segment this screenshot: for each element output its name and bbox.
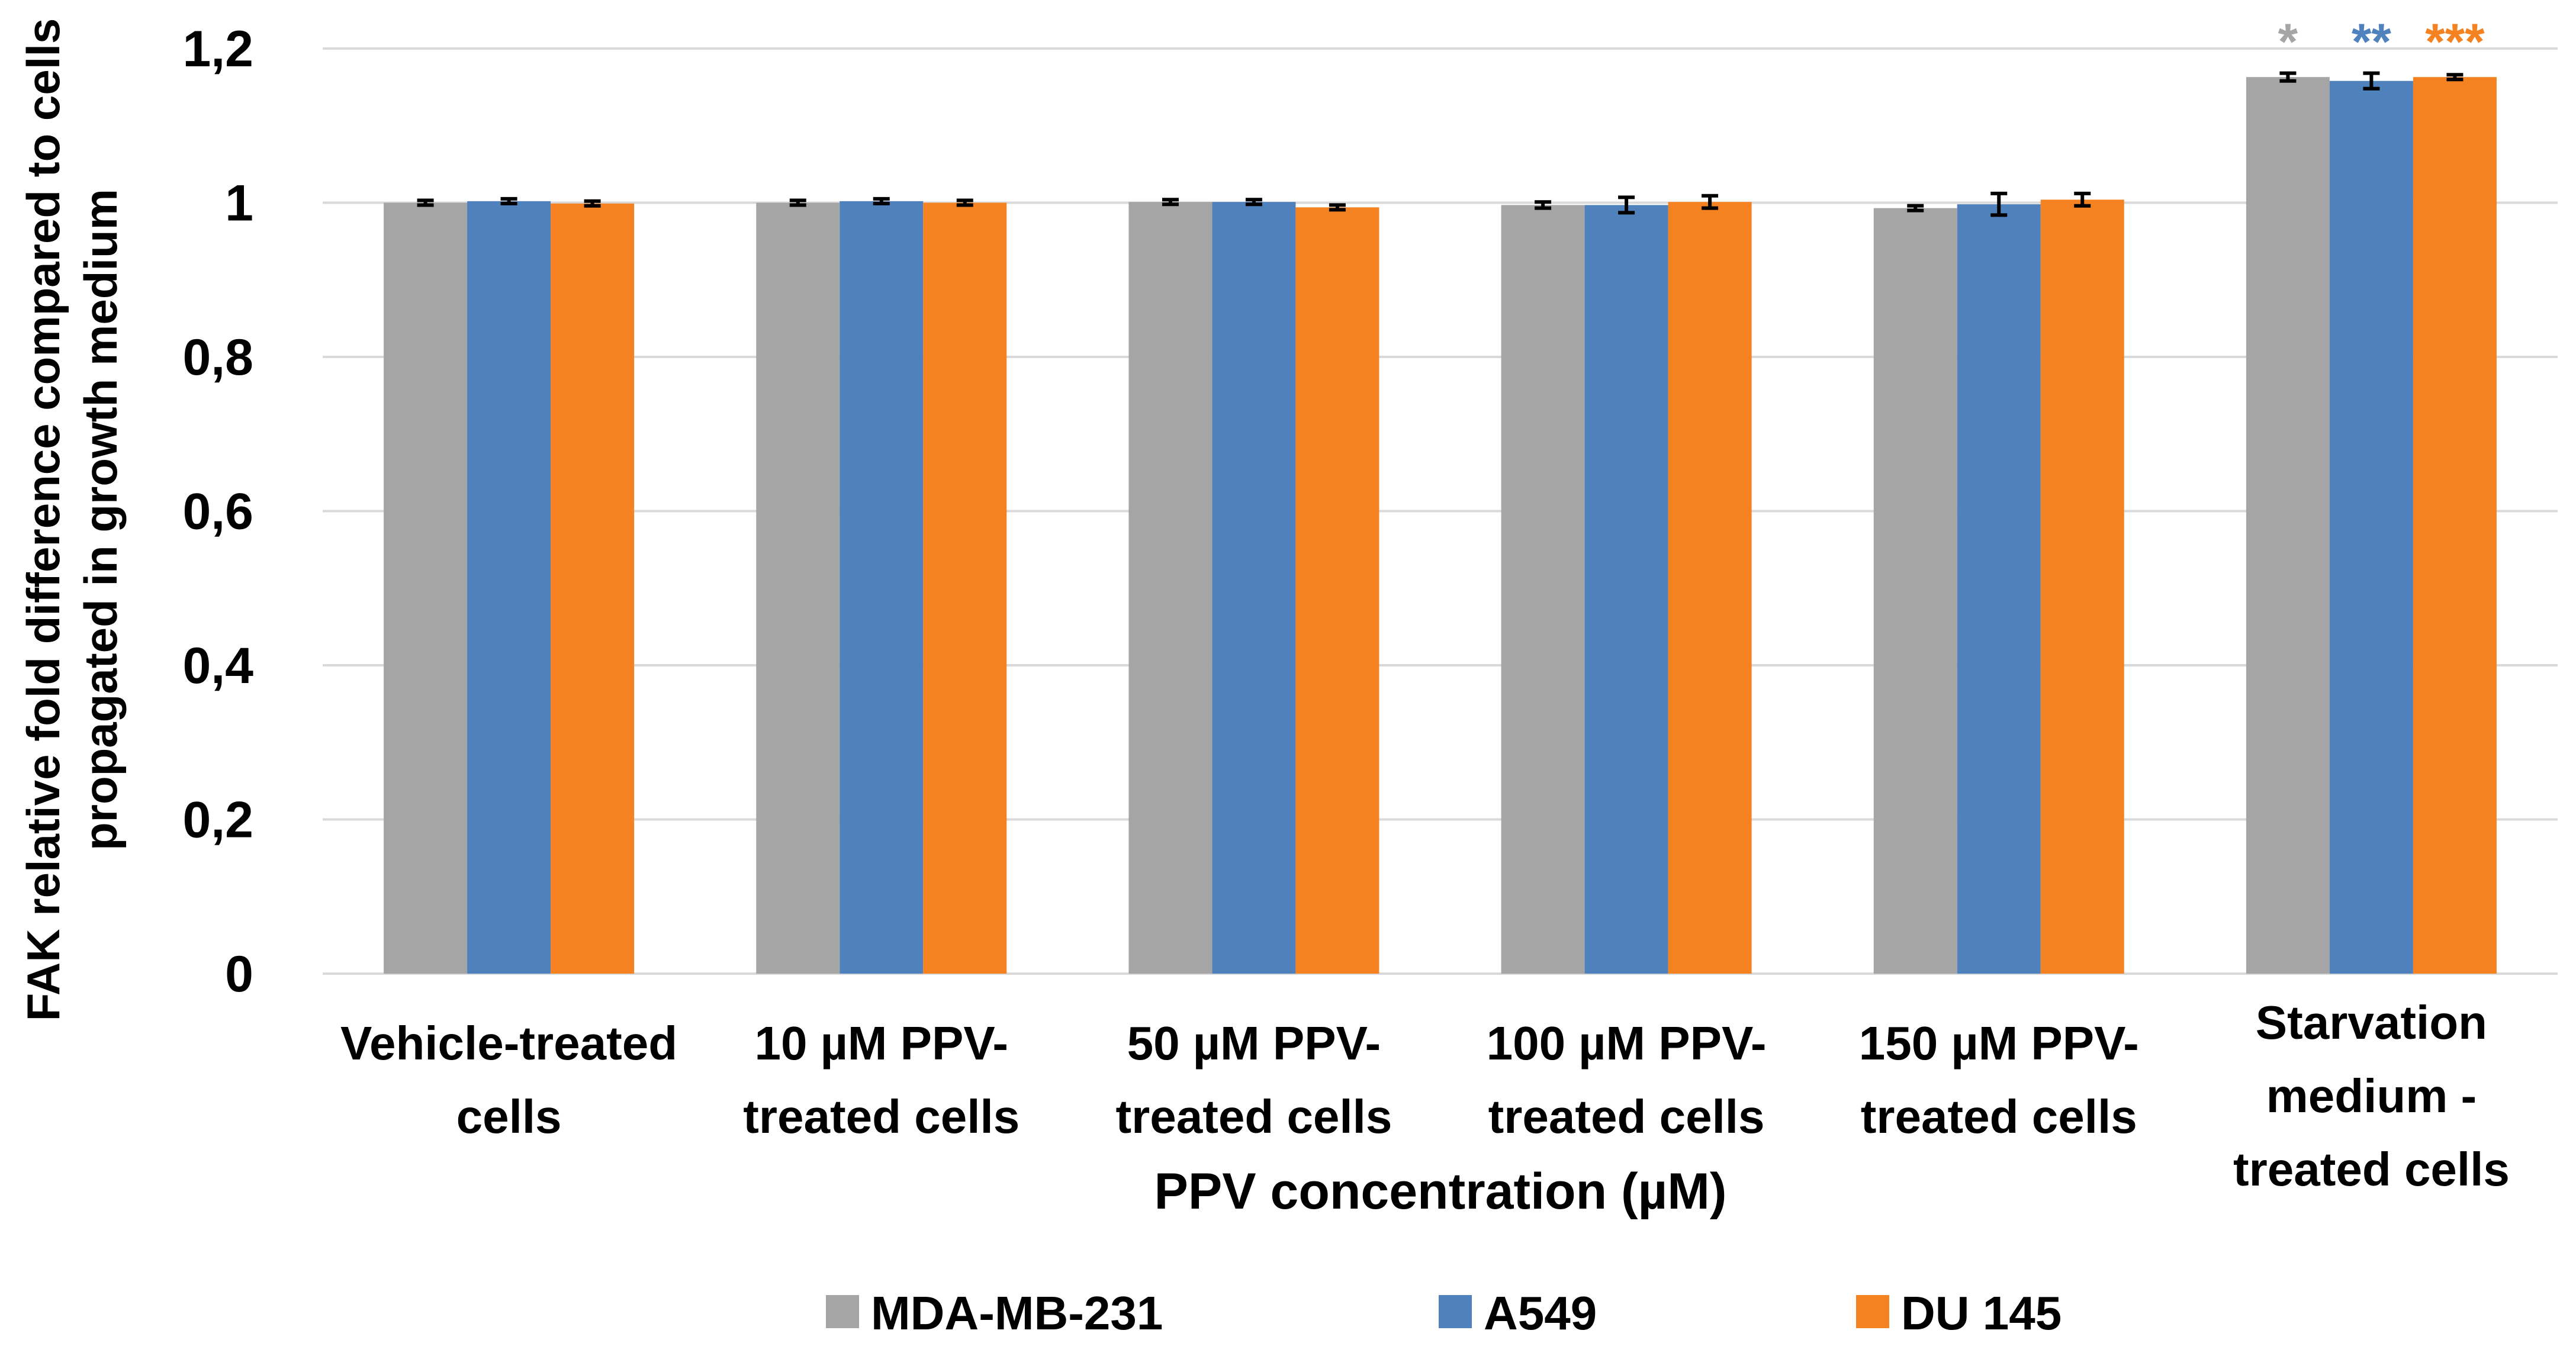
bar-a549 xyxy=(467,201,551,974)
y-tick-label: 0 xyxy=(225,946,253,1003)
error-bar xyxy=(789,198,806,207)
significance-marker: * xyxy=(2278,14,2298,70)
legend-item: MDA-MB-231 xyxy=(826,1287,1163,1339)
bar-du-145 xyxy=(1668,202,1752,974)
significance-marker: *** xyxy=(2425,14,2485,70)
error-bar xyxy=(2279,71,2297,83)
bar-du-145 xyxy=(923,202,1007,974)
bar-du-145 xyxy=(1295,207,1379,974)
bar-mda-mb-231 xyxy=(1873,208,1957,974)
x-category-labels: Vehicle-treated cells 10 µM PPV-treated ce… xyxy=(340,996,2510,1196)
error-bar xyxy=(1535,200,1552,210)
error-bar xyxy=(584,199,601,208)
bar-du-145 xyxy=(551,203,635,974)
bar-mda-mb-231 xyxy=(1501,205,1585,974)
y-tick-label: 0,2 xyxy=(182,792,253,849)
legend-label: DU 145 xyxy=(1901,1287,2062,1339)
bar-mda-mb-231 xyxy=(1128,202,1213,974)
bar-a549 xyxy=(2329,80,2413,974)
error-bar xyxy=(1907,204,1924,212)
y-tick-label: 1 xyxy=(225,175,253,232)
bar-du-145 xyxy=(2040,199,2124,974)
error-bar xyxy=(1990,191,2008,217)
error-bar xyxy=(2074,191,2091,208)
error-bar xyxy=(956,198,973,207)
y-tick-label: 1,2 xyxy=(182,21,253,78)
x-category-label: 50 µM PPV-treated cells xyxy=(1115,1017,1392,1143)
y-tick-label: 0,8 xyxy=(182,329,253,386)
x-category-label: Starvation medium -treated cells xyxy=(2233,996,2510,1196)
error-bar xyxy=(873,197,890,205)
error-bar xyxy=(417,198,434,207)
bar-du-145 xyxy=(2413,77,2497,974)
error-bar xyxy=(1245,198,1262,207)
y-tick-label: 0,6 xyxy=(182,484,253,540)
legend-label: MDA-MB-231 xyxy=(871,1287,1163,1339)
error-bars xyxy=(417,71,2464,217)
x-category-label: Vehicle-treated cells xyxy=(340,1017,677,1143)
gridlines xyxy=(323,47,2558,975)
x-category-label: 150 µM PPV-treated cells xyxy=(1859,1017,2139,1143)
bar-a549 xyxy=(1957,204,2041,974)
y-tick-label: 0,4 xyxy=(182,637,253,694)
legend-item: DU 145 xyxy=(1856,1287,2062,1339)
error-bar xyxy=(1329,203,1346,212)
bar-a549 xyxy=(840,201,924,974)
bar-mda-mb-231 xyxy=(384,202,468,974)
x-category-label: 100 µM PPV-treated cells xyxy=(1487,1017,1767,1143)
legend-swatch xyxy=(1856,1295,1889,1328)
bar-a549 xyxy=(1212,202,1296,974)
error-bar xyxy=(2446,73,2464,82)
y-axis-title-text: FAK relative fold difference compared to… xyxy=(17,18,127,1022)
x-category-label: 10 µM PPV-treated cells xyxy=(743,1017,1020,1143)
bars xyxy=(384,77,2497,974)
legend-label: A549 xyxy=(1484,1287,1597,1339)
legend-swatch xyxy=(826,1295,859,1328)
significance-marker: ** xyxy=(2352,14,2391,70)
error-bar xyxy=(500,197,517,205)
bar-mda-mb-231 xyxy=(2246,77,2330,974)
bar-mda-mb-231 xyxy=(756,202,840,974)
legend: MDA-MB-231 A549 DU 145 xyxy=(826,1287,2062,1339)
y-axis-title: FAK relative fold difference compared to… xyxy=(17,18,127,1022)
legend-item: A549 xyxy=(1439,1287,1597,1339)
error-bar xyxy=(1618,195,1635,215)
error-bar xyxy=(2363,71,2380,91)
bar-a549 xyxy=(1584,205,1668,974)
legend-swatch xyxy=(1439,1295,1472,1328)
x-axis-title: PPV concentration (µM) xyxy=(1154,1163,1727,1220)
significance-annotations: * ** *** xyxy=(2278,14,2485,70)
error-bar xyxy=(1702,194,1719,210)
y-tick-labels: 0 0,2 0,4 0,6 0,8 1 1,2 xyxy=(182,21,253,1003)
error-bar xyxy=(1162,198,1179,207)
